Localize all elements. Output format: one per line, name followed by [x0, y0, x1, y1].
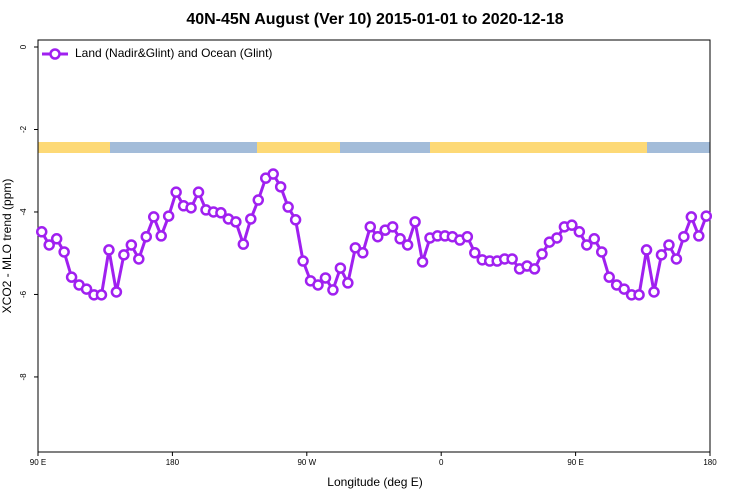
y-tick-label: -4 — [19, 208, 28, 216]
point — [65, 271, 78, 283]
plot-frame — [37, 39, 711, 453]
chart-title: 40N-45N August (Ver 10) 2015-01-01 to 20… — [186, 11, 563, 28]
point — [245, 213, 257, 225]
point — [595, 246, 608, 258]
point — [319, 272, 332, 284]
point — [685, 211, 698, 223]
x-tick-label: 90 W — [297, 458, 316, 467]
x-axis-label: Longitude (deg E) — [327, 475, 422, 489]
point — [469, 247, 481, 259]
point — [357, 247, 369, 259]
x-tick-label: 0 — [439, 458, 444, 467]
point — [274, 181, 287, 193]
y-tick-label: 0 — [19, 44, 28, 49]
point — [536, 248, 548, 260]
point — [252, 194, 265, 206]
legend-label: Land (Nadir&Glint) and Ocean (Glint) — [75, 46, 272, 60]
point — [670, 253, 683, 265]
point — [267, 168, 279, 180]
point — [327, 284, 339, 296]
point — [386, 221, 399, 233]
point — [371, 230, 384, 243]
land-segment — [257, 142, 340, 153]
point — [297, 255, 309, 267]
point — [401, 239, 414, 251]
point — [35, 226, 48, 238]
point — [80, 283, 93, 295]
y-axis-label: XCO2 - MLO trend (ppm) — [0, 179, 14, 314]
ocean-segment — [340, 142, 430, 153]
land-ocean-strip — [38, 142, 710, 153]
point — [528, 263, 541, 275]
y-tick-label: -6 — [19, 290, 28, 298]
point — [394, 233, 406, 245]
point — [551, 232, 563, 244]
point — [312, 279, 324, 291]
point — [655, 249, 668, 261]
point — [170, 186, 182, 198]
point — [506, 253, 518, 265]
point — [147, 211, 160, 223]
point — [125, 239, 138, 251]
point — [282, 201, 294, 213]
point — [215, 207, 227, 219]
point — [140, 230, 153, 243]
point — [364, 221, 377, 233]
point — [700, 210, 713, 222]
point — [648, 286, 660, 298]
point — [133, 253, 145, 265]
point — [43, 239, 55, 251]
point — [633, 289, 645, 301]
point — [461, 230, 474, 243]
point — [50, 233, 63, 245]
point — [162, 210, 175, 222]
y-tick-label: -8 — [19, 373, 28, 381]
point — [155, 230, 167, 242]
ocean-segment — [110, 142, 257, 153]
point — [349, 242, 362, 254]
point — [58, 246, 70, 258]
point — [110, 286, 123, 298]
point — [603, 271, 615, 283]
point — [693, 230, 705, 242]
point — [678, 230, 690, 243]
legend-marker — [49, 48, 61, 60]
point — [663, 239, 675, 251]
y-tick-label: -2 — [19, 125, 28, 133]
x-tick-label: 180 — [703, 458, 717, 467]
land-segment — [430, 142, 647, 153]
point — [289, 214, 302, 226]
point — [237, 238, 250, 250]
x-tick-label: 180 — [166, 458, 180, 467]
point — [103, 244, 115, 256]
x-tick-label: 90 E — [30, 458, 46, 467]
point — [566, 219, 578, 231]
point — [192, 186, 205, 198]
point — [588, 233, 601, 245]
point — [95, 289, 108, 301]
point — [640, 244, 653, 256]
point — [334, 262, 347, 274]
ocean-segment — [647, 142, 710, 153]
x-tick-label: 90 E — [567, 458, 583, 467]
point — [342, 277, 354, 289]
point — [409, 216, 421, 228]
point — [573, 226, 586, 238]
point — [581, 239, 593, 251]
land-segment — [38, 142, 110, 153]
point — [185, 202, 197, 214]
point — [118, 249, 130, 261]
point — [230, 216, 242, 228]
point — [416, 256, 429, 268]
point — [618, 283, 630, 295]
